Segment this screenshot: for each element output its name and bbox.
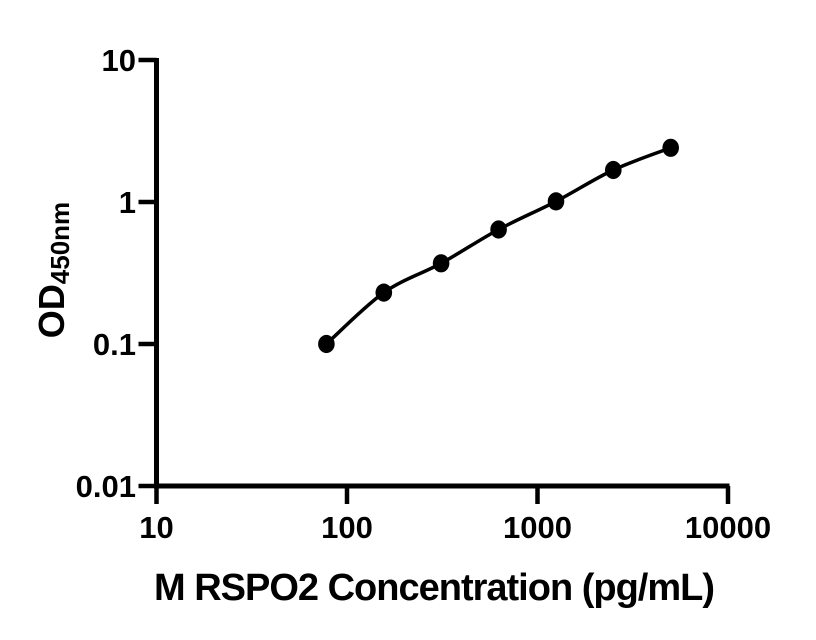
data-point bbox=[318, 334, 335, 354]
data-point bbox=[432, 254, 450, 273]
data-point bbox=[662, 138, 679, 157]
data-point bbox=[547, 192, 565, 211]
y-tick-label: 1 bbox=[119, 185, 136, 220]
plot-area: 10 100 1000 10000 10 1 0.1 0.01 bbox=[76, 43, 771, 545]
data-point bbox=[375, 283, 393, 302]
data-point bbox=[490, 220, 507, 239]
x-tick-label: 100 bbox=[321, 510, 373, 545]
y-axis-title-subscript: 450nm bbox=[45, 202, 75, 284]
standard-curve-line bbox=[325, 146, 672, 346]
y-axis-title-main: OD bbox=[31, 284, 72, 338]
x-axis-title: M RSPO2 Concentration (pg/mL) bbox=[154, 567, 714, 609]
x-tick-label: 10 bbox=[139, 510, 173, 545]
y-axis-title: OD450nm bbox=[31, 202, 75, 338]
y-tick-label: 0.01 bbox=[76, 469, 136, 504]
data-point bbox=[605, 160, 622, 180]
x-tick-label: 1000 bbox=[503, 510, 572, 545]
y-tick-label: 0.1 bbox=[93, 327, 136, 362]
y-tick-label: 10 bbox=[102, 43, 136, 78]
x-tick-label: 10000 bbox=[685, 510, 771, 545]
